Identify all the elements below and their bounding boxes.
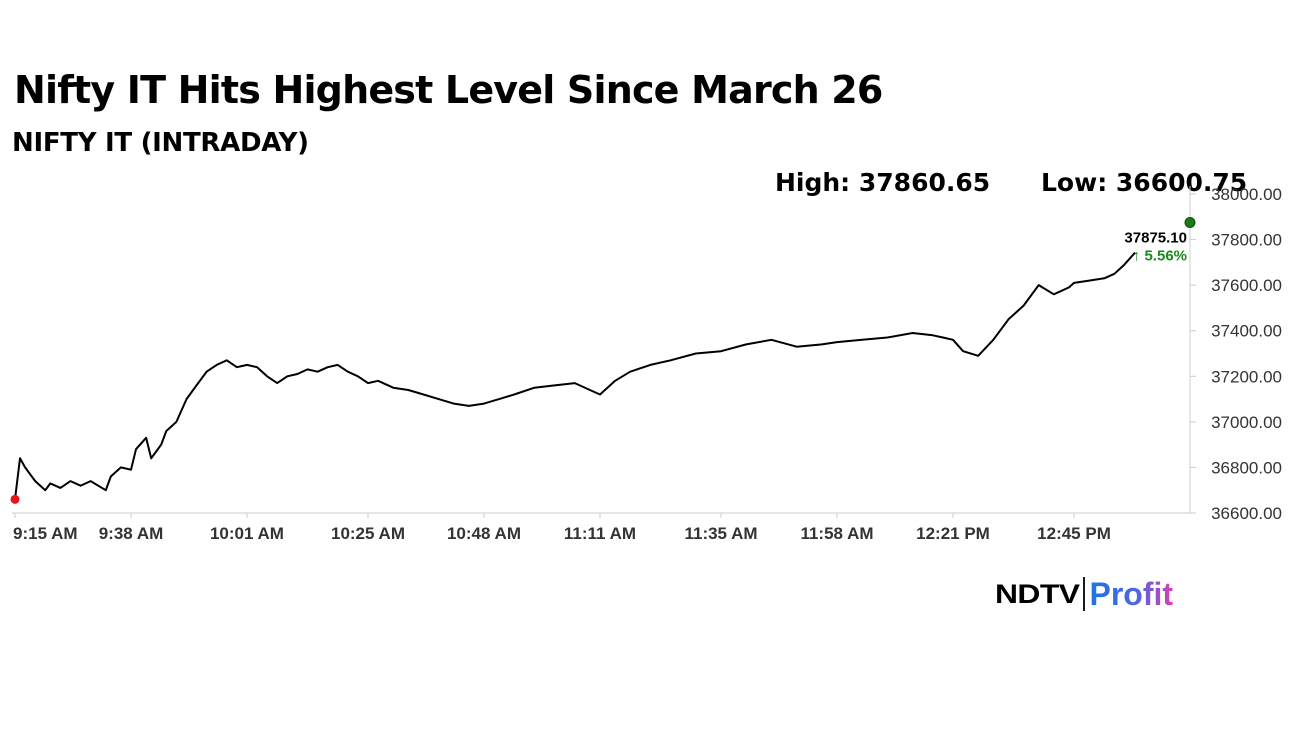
x-tick-label: 10:01 AM: [210, 524, 284, 543]
y-tick-label: 37200.00: [1211, 367, 1282, 386]
ndtv-profit-logo: NDTV Profit: [995, 576, 1173, 612]
logo-ndtv-text: NDTV: [995, 578, 1080, 609]
last-point-marker: [1184, 216, 1196, 228]
x-tick-label: 9:38 AM: [99, 524, 164, 543]
x-tick-label: 10:25 AM: [331, 524, 405, 543]
x-tick-label: 11:58 AM: [800, 524, 873, 543]
y-tick-label: 37400.00: [1211, 322, 1282, 341]
y-tick-label: 36600.00: [1211, 504, 1282, 523]
x-axis-ticks: 9:15 AM 9:38 AM 10:01 AM 10:25 AM 10:48 AM 11…: [13, 513, 1111, 543]
y-tick-label: 36800.00: [1211, 458, 1282, 477]
chart-subtitle: NIFTY IT (INTRADAY): [12, 128, 309, 158]
logo-divider: [1082, 577, 1085, 611]
y-axis-ticks: 36600.00 36800.00 37000.00 37200.00 37400.00…: [1190, 185, 1282, 523]
chart-title: Nifty IT Hits Highest Level Since March …: [14, 68, 883, 112]
x-tick-label: 11:11 AM: [564, 524, 636, 543]
x-tick-label: 10:48 AM: [447, 524, 521, 543]
y-tick-label: 37600.00: [1211, 276, 1282, 295]
change-percent-label: ↑ 5.56%: [1133, 247, 1187, 264]
x-tick-label: 11:35 AM: [684, 524, 757, 543]
y-tick-label: 37000.00: [1211, 413, 1282, 432]
day-high-label: High: 37860.65: [775, 168, 991, 197]
x-tick-label: 12:21 PM: [916, 524, 990, 543]
x-tick-label: 12:45 PM: [1037, 524, 1111, 543]
series-group: [14, 252, 1136, 501]
start-point-marker: [10, 494, 20, 504]
series-line: [14, 252, 1136, 501]
logo-profit-text: Profit: [1089, 575, 1174, 612]
y-tick-label: 38000.00: [1211, 185, 1282, 204]
y-tick-label: 37800.00: [1211, 231, 1282, 250]
x-tick-label: 9:15 AM: [13, 524, 78, 543]
markers-group: 37875.10↑ 5.56%: [10, 216, 1196, 504]
last-value-label: 37875.10: [1124, 229, 1187, 246]
axes: [12, 186, 1191, 514]
day-low-label: Low: 36600.75: [1041, 168, 1248, 197]
